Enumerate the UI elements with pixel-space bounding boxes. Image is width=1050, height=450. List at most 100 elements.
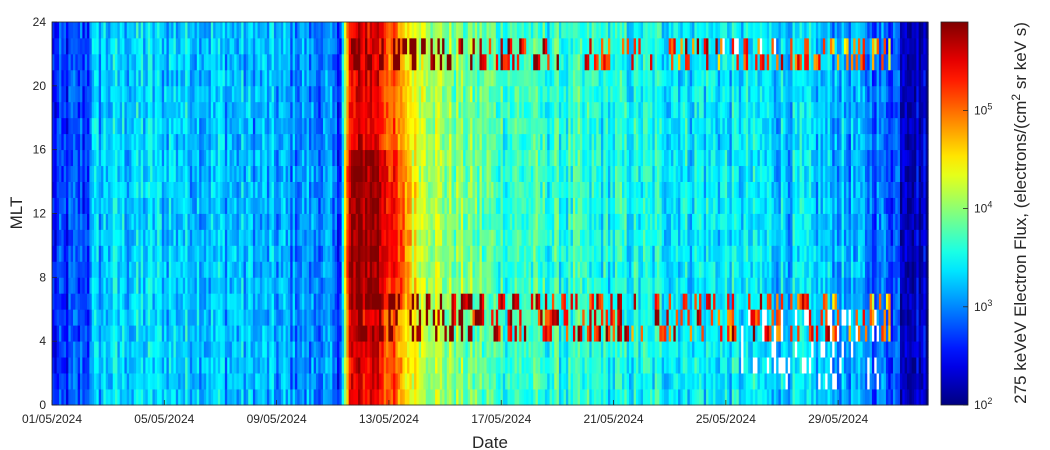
heatmap-cell [143,165,147,182]
heatmap-cell [175,309,179,326]
heatmap-cell [292,277,296,294]
heatmap-cell [234,389,238,406]
heatmap-cell [91,53,95,71]
heatmap-cell [362,101,366,119]
heatmap-cell [112,69,116,87]
heatmap-cell [311,101,315,119]
heatmap-cell [187,117,191,135]
heatmap-cell [131,277,135,294]
heatmap-cell [386,389,389,406]
heatmap-cell [374,325,378,342]
heatmap-cell [112,22,116,39]
heatmap-cell [112,277,116,294]
heatmap-cell [358,293,361,310]
heatmap-cell [264,37,268,55]
heatmap-cell [493,37,497,55]
heatmap-cell [402,37,406,55]
heatmap-cell [84,197,88,214]
heatmap-cell [472,165,476,182]
heatmap-cell [271,133,275,151]
heatmap-cell [460,213,464,230]
heatmap-cell [374,293,378,310]
heatmap-cell [400,165,403,182]
heatmap-cell [407,229,411,246]
heatmap-cell [432,85,436,103]
heatmap-cell [178,69,182,87]
heatmap-cell [215,165,219,182]
heatmap-cell [98,229,102,246]
heatmap-cell [241,117,245,135]
heatmap-cell [442,213,446,230]
heatmap-cell [500,373,504,390]
heatmap-cell [178,197,182,214]
heatmap-cell [255,325,259,342]
heatmap-cell [502,53,506,71]
heatmap-cell [418,133,422,151]
heatmap-cell [161,149,165,167]
heatmap-cell [287,357,291,374]
heatmap-cell [166,373,170,390]
heatmap-cell [259,181,263,198]
heatmap-cell [414,181,418,198]
heatmap-cell [344,357,347,374]
heatmap-cell [491,22,495,39]
heatmap-cell [91,277,95,294]
heatmap-cell [488,133,492,151]
heatmap-cell [458,85,462,103]
heatmap-cell [220,101,224,119]
heatmap-cell [59,197,62,214]
heatmap-cell [446,117,450,135]
heatmap-cell [523,133,527,151]
heatmap-cell [491,213,495,230]
heatmap-cell [143,373,147,390]
heatmap-cell [421,309,425,326]
heatmap-cell [344,197,347,214]
heatmap-cell [189,117,193,135]
heatmap-cell [472,245,476,262]
heatmap-cell [374,37,378,55]
heatmap-cell [164,213,168,230]
heatmap-cell [61,229,65,246]
heatmap-cell [75,245,79,262]
heatmap-cell [381,293,385,310]
heatmap-cell [528,325,532,342]
heatmap-cell [213,309,217,326]
heatmap-cell [87,133,90,151]
heatmap-cell [143,149,147,167]
heatmap-cell [234,309,238,326]
heatmap-cell [537,357,541,374]
heatmap-cell [395,229,399,246]
heatmap-cell [70,69,74,87]
heatmap-cell [278,309,282,326]
heatmap-cell [320,165,324,182]
heatmap-cell [416,261,420,278]
heatmap-cell [353,22,357,39]
heatmap-cell [439,53,443,71]
heatmap-cell [157,213,161,230]
heatmap-cell [292,389,296,406]
heatmap-cell [500,261,504,278]
heatmap-cell [56,213,60,230]
heatmap-cell [341,373,345,390]
heatmap-cell [75,149,79,167]
heatmap-cell [451,101,455,119]
heatmap-cell [59,213,62,230]
heatmap-cell [355,261,359,278]
heatmap-cell [442,53,446,71]
heatmap-cell [299,69,303,87]
heatmap-cell [122,341,126,358]
heatmap-cell [194,85,198,103]
heatmap-cell [407,373,411,390]
heatmap-cell [507,85,511,103]
heatmap-cell [327,341,331,358]
heatmap-cell [327,373,331,390]
heatmap-cell [143,213,147,230]
heatmap-cell [470,181,474,198]
heatmap-cell [425,245,429,262]
heatmap-cell [341,261,345,278]
heatmap-cell [87,373,90,390]
heatmap-cell [122,22,126,39]
heatmap-cell [150,85,154,103]
heatmap-cell [103,357,107,374]
heatmap-cell [150,213,154,230]
